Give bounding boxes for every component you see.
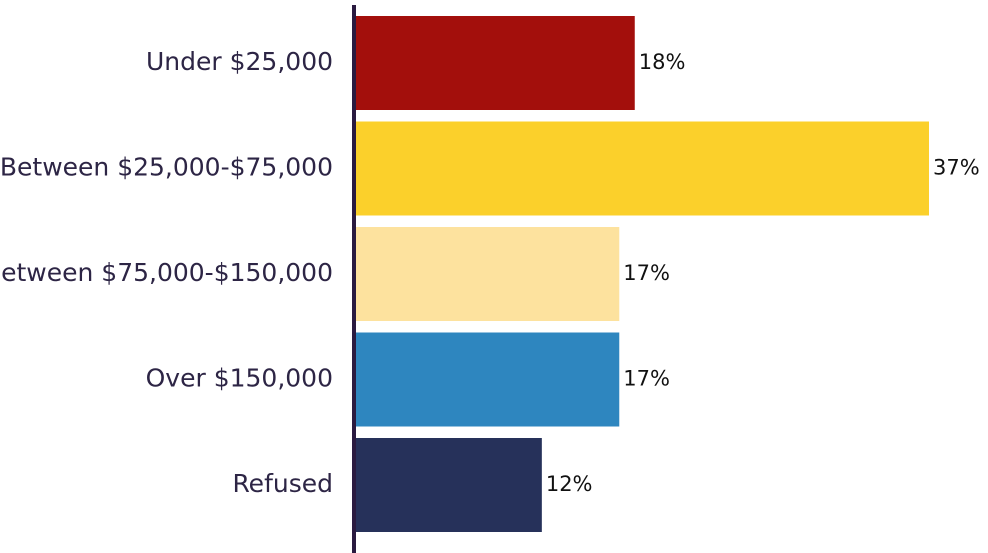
bar [356, 438, 542, 532]
category-label: Under $25,000 [146, 47, 333, 76]
bar [356, 16, 635, 110]
value-label: 17% [623, 261, 670, 285]
bar [356, 332, 620, 427]
category-label: Over $150,000 [146, 364, 333, 393]
category-label: Between $75,000-$150,000 [0, 258, 333, 287]
bar [356, 227, 620, 321]
bar [356, 121, 929, 216]
value-label: 17% [623, 367, 670, 391]
category-label: Refused [232, 469, 333, 498]
value-label: 37% [933, 156, 980, 180]
value-label: 18% [639, 50, 686, 74]
category-label: Between $25,000-$75,000 [0, 153, 333, 182]
value-label: 12% [546, 472, 593, 496]
